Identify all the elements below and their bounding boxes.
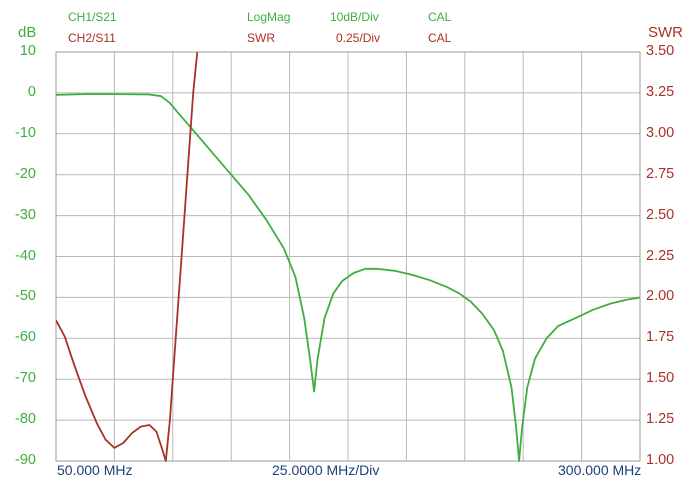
x-scale-label: 25.0000 MHz/Div [272,462,380,478]
x-start-label: 50.000 MHz [57,462,133,478]
left-tick-label: -90 [15,452,36,468]
ch1-trace-label: CH1/S21 [68,10,117,24]
right-tick-label: 2.00 [646,288,675,305]
right-tick-label: 3.50 [646,43,675,59]
left-tick-label: -80 [15,411,36,428]
left-tick-label: -50 [15,288,36,305]
left-tick-label: 0 [27,83,36,100]
left-tick-label: -60 [15,329,36,346]
right-tick-label: 1.25 [646,411,675,428]
right-tick-label: 2.75 [646,165,675,182]
ch2-format-label: SWR [247,31,275,45]
left-tick-label: -40 [15,247,36,264]
left-axis-unit: dB [18,24,37,41]
right-axis-unit: SWR [648,24,683,41]
right-tick-label: 1.50 [646,370,675,387]
plot-frame [55,51,641,462]
ch2-trace-label: CH2/S11 [68,31,116,45]
ch1-format-label: LogMag [247,10,291,24]
right-tick-label: 3.25 [646,83,675,100]
ch2-scale-label: 0.25/Div [336,31,381,45]
left-tick-label: -70 [15,370,36,387]
ch2-cal-label: CAL [428,31,452,45]
ch1-s21-trace [56,93,640,462]
right-tick-label: 2.25 [646,247,675,264]
x-stop-label: 300.000 MHz [558,462,642,478]
left-tick-label: -10 [15,124,36,141]
left-tick-label: 10 [19,43,36,59]
ch1-scale-label: 10dB/Div [330,10,379,24]
right-tick-label: 3.00 [646,124,675,141]
right-tick-label: 1.75 [646,329,675,346]
left-tick-label: -20 [15,165,36,182]
right-tick-label: 1.00 [646,452,675,468]
left-tick-label: -30 [15,206,36,223]
right-tick-label: 2.50 [646,206,675,223]
ch2-s11-trace [56,51,199,462]
ch1-cal-label: CAL [428,10,452,24]
